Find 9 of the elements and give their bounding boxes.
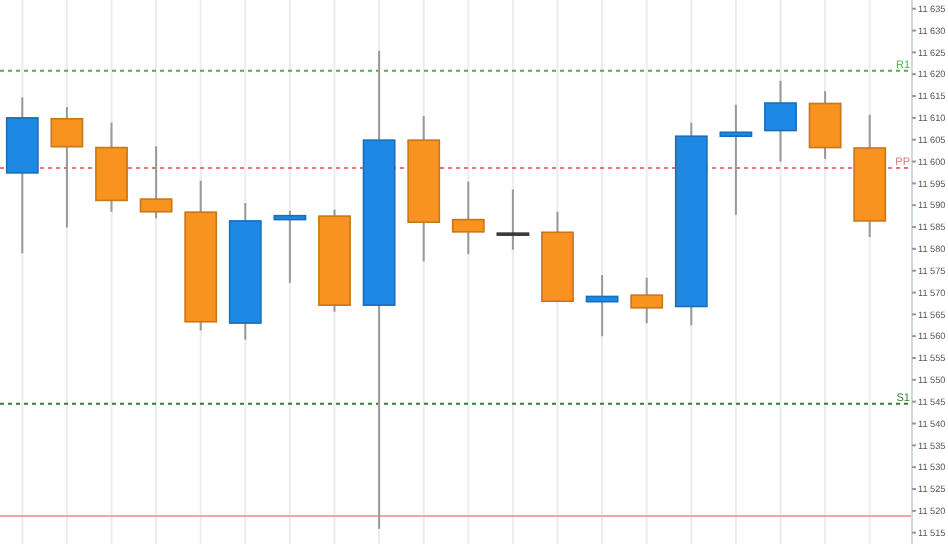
candlestick [50, 105, 84, 229]
candlestick [764, 79, 797, 163]
candlestick [630, 276, 664, 325]
candlestick [451, 180, 485, 256]
candlestick [719, 103, 753, 216]
candlestick [273, 209, 307, 284]
candlestick [139, 145, 173, 220]
candlestick [808, 90, 842, 160]
candlestick [496, 188, 530, 251]
